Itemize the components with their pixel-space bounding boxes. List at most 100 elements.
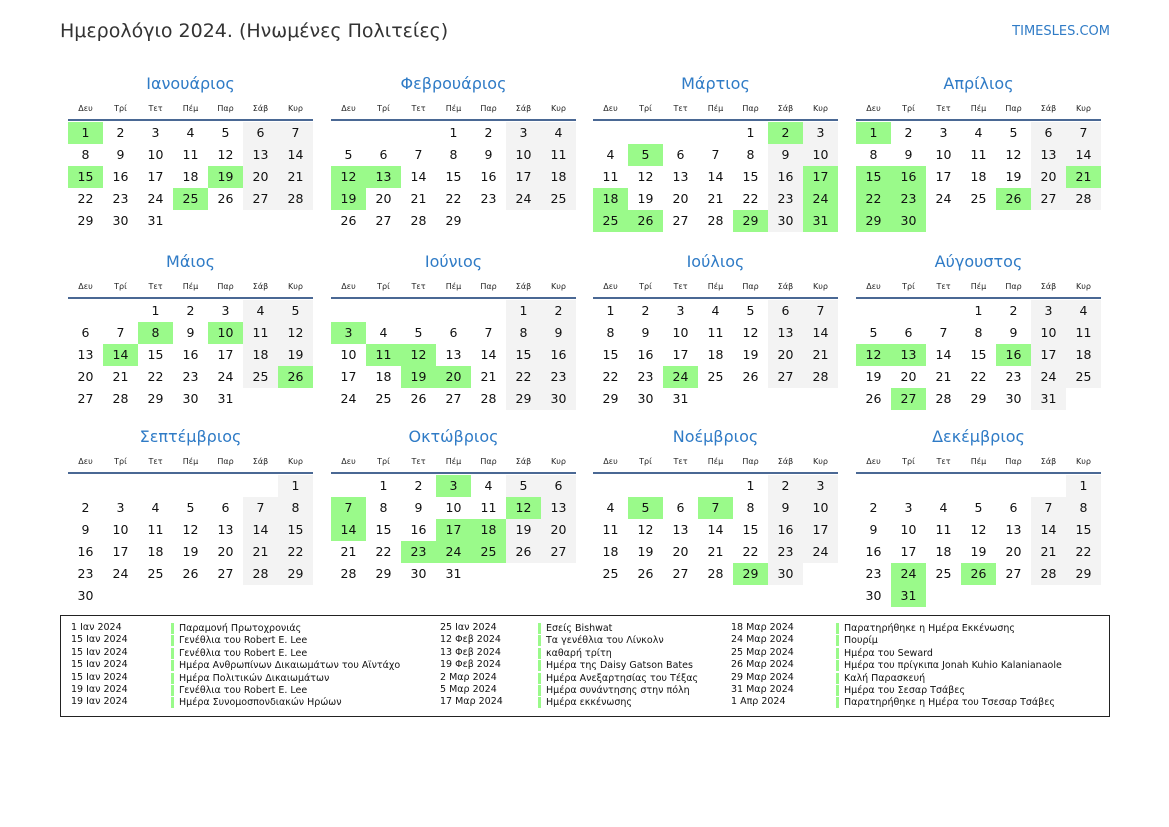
day-cell[interactable]: 4 [1066, 300, 1101, 322]
day-cell[interactable]: 10 [208, 322, 243, 344]
day-cell[interactable]: 22 [602, 369, 619, 384]
day-cell[interactable]: 27 [1031, 188, 1066, 210]
day-cell[interactable]: 15 [602, 347, 619, 362]
day-cell[interactable]: 30 [637, 391, 654, 406]
day-cell[interactable]: 22 [445, 191, 462, 206]
day-cell[interactable]: 20 [900, 369, 917, 384]
day-cell[interactable]: 2 [904, 125, 913, 140]
day-cell[interactable]: 15 [506, 344, 541, 366]
day-cell[interactable]: 1 [746, 478, 755, 493]
day-cell[interactable]: 16 [768, 519, 803, 541]
day-cell[interactable]: 3 [506, 122, 541, 144]
day-cell[interactable]: 25 [243, 366, 278, 388]
day-cell[interactable]: 25 [147, 566, 164, 581]
day-cell[interactable]: 19 [401, 366, 436, 388]
day-cell[interactable]: 6 [243, 122, 278, 144]
day-cell[interactable]: 13 [1005, 522, 1022, 537]
day-cell[interactable]: 12 [970, 522, 987, 537]
day-cell[interactable]: 16 [865, 544, 882, 559]
day-cell[interactable]: 18 [375, 369, 392, 384]
day-cell[interactable]: 15 [445, 169, 462, 184]
day-cell[interactable]: 16 [637, 347, 654, 362]
day-cell[interactable]: 11 [707, 325, 724, 340]
day-cell[interactable]: 6 [1009, 500, 1018, 515]
day-cell[interactable]: 14 [331, 519, 366, 541]
day-cell[interactable]: 18 [471, 519, 506, 541]
day-cell[interactable]: 19 [1005, 169, 1022, 184]
day-cell[interactable]: 7 [803, 300, 838, 322]
day-cell[interactable]: 30 [182, 391, 199, 406]
day-cell[interactable]: 16 [891, 166, 926, 188]
day-cell[interactable]: 12 [637, 522, 654, 537]
day-cell[interactable]: 25 [541, 188, 576, 210]
day-cell[interactable]: 9 [1009, 325, 1018, 340]
day-cell[interactable]: 10 [445, 500, 462, 515]
day-cell[interactable]: 26 [742, 369, 759, 384]
day-cell[interactable]: 28 [1066, 188, 1101, 210]
day-cell[interactable]: 23 [865, 566, 882, 581]
day-cell[interactable]: 20 [1031, 166, 1066, 188]
day-cell[interactable]: 25 [970, 191, 987, 206]
day-cell[interactable]: 11 [602, 522, 619, 537]
day-cell[interactable]: 23 [768, 541, 803, 563]
day-cell[interactable]: 25 [593, 210, 628, 232]
day-cell[interactable]: 11 [243, 322, 278, 344]
day-cell[interactable]: 17 [935, 169, 952, 184]
day-cell[interactable]: 25 [707, 369, 724, 384]
day-cell[interactable]: 19 [278, 344, 313, 366]
day-cell[interactable]: 17 [506, 166, 541, 188]
day-cell[interactable]: 9 [904, 147, 913, 162]
day-cell[interactable]: 4 [484, 478, 493, 493]
day-cell[interactable]: 19 [742, 347, 759, 362]
day-cell[interactable]: 10 [803, 497, 838, 519]
day-cell[interactable]: 4 [151, 500, 160, 515]
day-cell[interactable]: 19 [182, 544, 199, 559]
day-cell[interactable]: 29 [1066, 563, 1101, 585]
day-cell[interactable]: 13 [366, 166, 401, 188]
day-cell[interactable]: 11 [480, 500, 497, 515]
day-cell[interactable]: 25 [602, 566, 619, 581]
day-cell[interactable]: 5 [628, 144, 663, 166]
day-cell[interactable]: 17 [112, 544, 129, 559]
day-cell[interactable]: 8 [974, 325, 983, 340]
day-cell[interactable]: 23 [77, 566, 94, 581]
day-cell[interactable]: 21 [1031, 541, 1066, 563]
day-cell[interactable]: 28 [803, 366, 838, 388]
day-cell[interactable]: 31 [891, 585, 926, 607]
day-cell[interactable]: 19 [506, 519, 541, 541]
day-cell[interactable]: 22 [970, 369, 987, 384]
day-cell[interactable]: 14 [243, 519, 278, 541]
day-cell[interactable]: 19 [331, 188, 366, 210]
day-cell[interactable]: 2 [484, 125, 493, 140]
day-cell[interactable]: 11 [935, 522, 952, 537]
day-cell[interactable]: 6 [676, 500, 685, 515]
day-cell[interactable]: 13 [672, 169, 689, 184]
day-cell[interactable]: 4 [186, 125, 195, 140]
day-cell[interactable]: 30 [865, 588, 882, 603]
day-cell[interactable]: 18 [935, 544, 952, 559]
day-cell[interactable]: 22 [375, 544, 392, 559]
day-cell[interactable]: 10 [340, 347, 357, 362]
day-cell[interactable]: 9 [641, 325, 650, 340]
day-cell[interactable]: 10 [672, 325, 689, 340]
day-cell[interactable]: 2 [116, 125, 125, 140]
day-cell[interactable]: 24 [935, 191, 952, 206]
day-cell[interactable]: 20 [375, 191, 392, 206]
day-cell[interactable]: 3 [803, 475, 838, 497]
day-cell[interactable]: 1 [278, 475, 313, 497]
day-cell[interactable]: 10 [147, 147, 164, 162]
day-cell[interactable]: 30 [77, 588, 94, 603]
day-cell[interactable]: 23 [637, 369, 654, 384]
day-cell[interactable]: 5 [344, 147, 353, 162]
day-cell[interactable]: 5 [414, 325, 423, 340]
day-cell[interactable]: 11 [970, 147, 987, 162]
day-cell[interactable]: 15 [68, 166, 103, 188]
day-cell[interactable]: 14 [103, 344, 138, 366]
day-cell[interactable]: 6 [81, 325, 90, 340]
day-cell[interactable]: 9 [116, 147, 125, 162]
day-cell[interactable]: 25 [471, 541, 506, 563]
day-cell[interactable]: 22 [506, 366, 541, 388]
day-cell[interactable]: 13 [768, 322, 803, 344]
day-cell[interactable]: 31 [445, 566, 462, 581]
day-cell[interactable]: 4 [243, 300, 278, 322]
